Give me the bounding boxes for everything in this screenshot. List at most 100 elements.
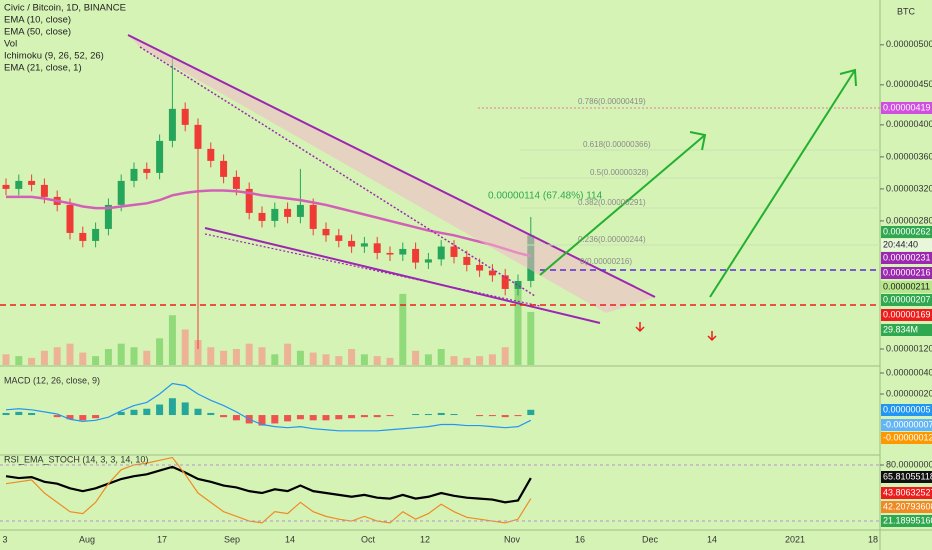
macd-bar	[322, 415, 330, 421]
macd-title: MACD (12, 26, close, 9)	[4, 375, 100, 385]
volume-bar	[284, 343, 292, 365]
candle-body	[130, 168, 138, 181]
trend-line	[127, 34, 656, 298]
volume-bar	[15, 356, 23, 365]
volume-bar	[335, 356, 343, 365]
candle-body	[399, 248, 407, 255]
macd-bar	[220, 415, 228, 418]
macd-bar	[412, 413, 420, 416]
down-arrow	[707, 331, 717, 342]
rsi-title: RSI_EMA_STOCH (14, 3, 3, 14, 10)	[4, 454, 148, 464]
y-tick-label: 0.00000320	[886, 183, 932, 193]
price-tag	[881, 281, 932, 293]
volume-bar	[245, 343, 253, 365]
volume-bar	[28, 357, 36, 365]
volume-bar	[156, 338, 164, 365]
candle-body	[168, 108, 176, 141]
price-tag	[881, 267, 932, 279]
volume-bar	[348, 349, 356, 365]
volume-bar	[322, 354, 330, 365]
candle-body	[514, 280, 522, 289]
fib-label: 0.236(0.00000244)	[578, 235, 646, 244]
volume-bar	[2, 354, 10, 365]
macd-bar	[117, 411, 125, 416]
indicator-label: EMA (10, close)	[4, 15, 71, 26]
volume-bar	[450, 356, 458, 365]
price-tag	[881, 515, 932, 527]
candle-body	[437, 246, 445, 260]
price-tag-label: 42.20793608	[883, 501, 932, 511]
macd-bar	[156, 404, 164, 416]
fib-label: 0.618(0.00000366)	[583, 140, 651, 149]
candle-body	[245, 188, 253, 213]
indicator-label: Vol	[4, 39, 17, 50]
rsi-line	[5, 456, 532, 524]
volume-bar	[92, 356, 100, 365]
x-tick-label: 14	[285, 534, 295, 544]
price-tag-label: 0.00000262	[883, 226, 931, 236]
price-tag	[881, 102, 932, 114]
price-tag-label: 0.00000005	[883, 404, 931, 414]
indicator-label: Ichimoku (9, 26, 52, 26)	[4, 51, 104, 62]
y-tick-label: 0.00000400	[886, 119, 932, 129]
price-tag-label: 65.81055118	[883, 471, 932, 481]
volume-bar	[399, 293, 407, 365]
arrow-head	[689, 131, 707, 151]
macd-bar	[488, 415, 496, 417]
macd-bar	[373, 415, 381, 418]
arrow-head	[839, 68, 857, 87]
candle-body	[296, 204, 304, 217]
candle-body	[373, 243, 381, 253]
price-tag	[881, 432, 932, 444]
candle-body	[348, 240, 356, 247]
candle-body	[181, 108, 189, 125]
volume-bar	[501, 347, 509, 365]
volume-bar	[360, 354, 368, 365]
macd-bar	[335, 415, 343, 420]
price-tag-label: -0.00000012	[883, 432, 932, 442]
currency: BTC	[897, 6, 916, 16]
candle-body	[104, 204, 112, 229]
volume-bar	[258, 347, 266, 365]
indicator-label: EMA (21, close, 1)	[4, 63, 82, 74]
macd-bar	[28, 412, 36, 416]
arrow	[539, 134, 706, 276]
volume-bar	[296, 350, 304, 365]
candle-body	[284, 208, 292, 217]
candle-body	[156, 140, 164, 173]
macd-bar	[232, 415, 240, 421]
macd-bar	[309, 415, 317, 421]
price-tag	[881, 294, 932, 306]
fib-label: 0.382(0.00000291)	[578, 198, 646, 207]
candle-body	[194, 124, 202, 149]
price-tag	[881, 419, 932, 431]
candle-body	[40, 184, 48, 197]
candle-body	[207, 148, 215, 161]
volume-bar	[130, 347, 138, 365]
x-tick-label: 14	[707, 534, 717, 544]
x-tick-label: Sep	[224, 534, 240, 544]
candle-body	[476, 264, 484, 271]
x-tick-label: Oct	[361, 534, 376, 544]
volume-bar	[488, 354, 496, 365]
volume-bar	[117, 343, 125, 365]
candle-body	[335, 235, 343, 241]
volume-bar	[168, 315, 176, 365]
y-tick-label: 0.00000040	[886, 367, 932, 377]
price-tag-label: 0.00000169	[883, 309, 931, 319]
trend-line	[204, 227, 601, 324]
channel-fill	[128, 35, 655, 313]
x-tick-label: Dec	[642, 534, 659, 544]
volume-bar	[309, 352, 317, 365]
candle-body	[258, 212, 266, 221]
price-tag-label: 29.834M	[883, 324, 918, 334]
candle-body	[271, 208, 279, 221]
macd-bar	[207, 412, 215, 416]
price-tag-label: -0.00000007	[883, 419, 932, 429]
macd-bar	[424, 413, 432, 416]
fib-label: 0.786(0.00000419)	[578, 97, 646, 106]
volume-bar	[271, 354, 279, 365]
macd-bar	[514, 415, 522, 417]
macd-bar	[143, 408, 151, 416]
